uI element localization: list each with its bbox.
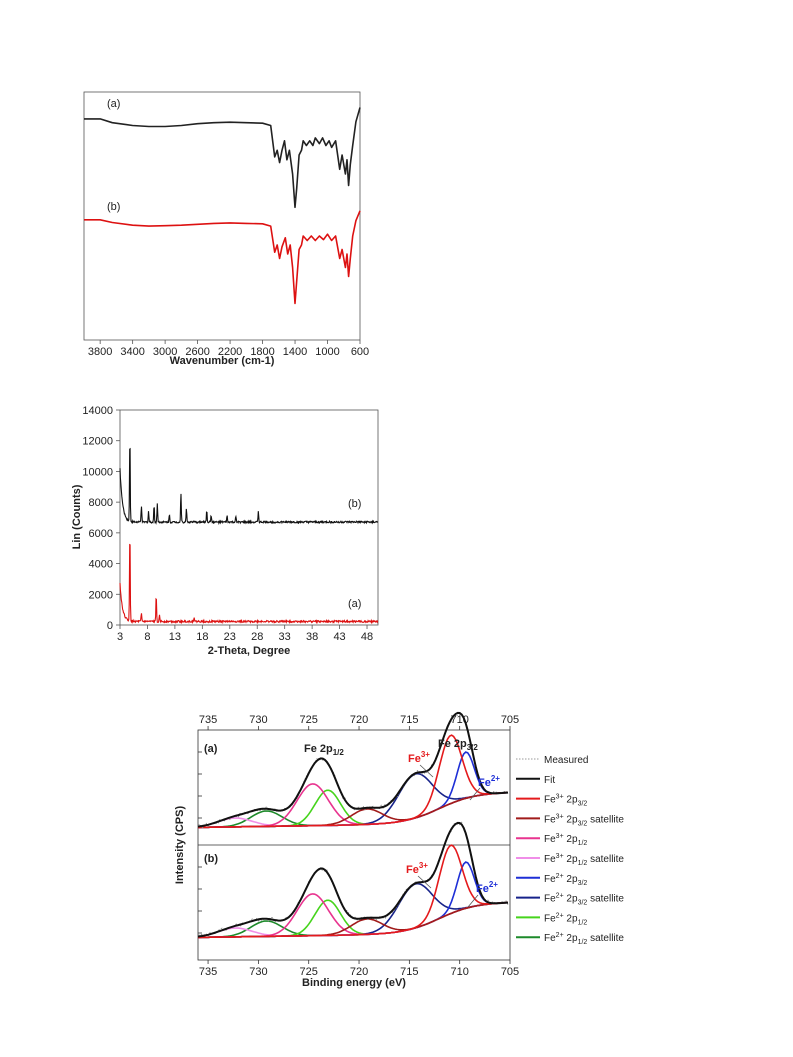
xps-x-tick-label: 715 <box>400 966 418 978</box>
xps-y-axis-label: Intensity (CPS) <box>174 806 186 885</box>
xrd-series-line <box>119 447 379 526</box>
xrd-x-tick-label: 13 <box>169 631 181 643</box>
xps-x-tick-label: 735 <box>199 966 217 978</box>
xps-annotation-fe2-b: Fe2+ <box>476 880 498 895</box>
ftir-x-tick-label: 1000 <box>315 346 339 358</box>
xrd-series-line <box>119 543 379 625</box>
xrd-x-tick-label: 8 <box>144 631 150 643</box>
xrd-x-tick-label: 33 <box>279 631 291 643</box>
xrd-y-tick-label: 2000 <box>89 589 113 601</box>
xps-arrow-fe3-b <box>417 875 432 889</box>
ftir-x-tick-label: 3400 <box>120 346 144 358</box>
xrd-label-a: (a) <box>348 598 361 610</box>
xps-top-tick-label: 705 <box>501 714 519 726</box>
ftir-series-line <box>84 210 361 305</box>
xps-panel-b-label: (b) <box>204 853 218 865</box>
xps-lines <box>197 711 509 939</box>
xrd-y-tick-label: 4000 <box>89 559 113 571</box>
legend-entry-label: Fe3+ 2p3/2 <box>544 794 587 808</box>
ftir-frame <box>83 91 361 341</box>
legend-entry-label: Fe2+ 2p1/2 satellite <box>544 932 624 946</box>
xps-ticks: 7357357307307257257207207157157107107057… <box>198 714 519 978</box>
xps-annotation-fe3-a: Fe3+ <box>408 750 430 765</box>
xps-fit-line <box>197 821 509 938</box>
xrd-lines <box>119 447 379 625</box>
xrd-label-b: (b) <box>348 498 361 510</box>
xps-top-tick-label: 720 <box>350 714 368 726</box>
xrd-frame <box>119 409 379 626</box>
xrd-x-axis-label: 2-Theta, Degree <box>208 645 291 657</box>
legend-entry-label: Fe3+ 2p1/2 satellite <box>544 853 624 867</box>
xps-top-tick-label: 730 <box>249 714 267 726</box>
xps-arrow-fe2-b <box>467 894 479 908</box>
ftir-x-ticks: 3800 3400 3000 2600 2200 1800 1400 1000 600 <box>88 340 369 358</box>
ftir-label-a: (a) <box>107 98 120 110</box>
xps-annotation-fe2p32: Fe 2p3/2 <box>438 738 478 752</box>
ftir-series-line <box>84 107 361 209</box>
legend-entry-label: Fe3+ 2p3/2 satellite <box>544 813 624 827</box>
xps-chart: 7357357307307257257207207157157107107057… <box>174 711 624 989</box>
ftir-lines <box>84 107 361 305</box>
ftir-x-tick-label: 3000 <box>153 346 177 358</box>
xrd-x-tick-label: 48 <box>361 631 373 643</box>
xrd-y-tick-label: 0 <box>107 620 113 632</box>
legend-entry-label: Fit <box>544 775 555 786</box>
xrd-x-tick-label: 3 <box>117 631 123 643</box>
xrd-y-tick-label: 6000 <box>89 528 113 540</box>
xps-x-tick-label: 725 <box>300 966 318 978</box>
xrd-ticks: 3 8 13 18 23 28 33 38 43 480200040006000800010000… <box>82 405 373 643</box>
xrd-y-tick-label: 10000 <box>82 466 113 478</box>
ftir-x-tick-label: 1400 <box>283 346 307 358</box>
xrd-y-axis-label: Lin (Counts) <box>71 484 83 549</box>
xrd-x-tick-label: 38 <box>306 631 318 643</box>
xrd-x-tick-label: 18 <box>196 631 208 643</box>
xps-x-tick-label: 705 <box>501 966 519 978</box>
legend-entry-label: Fe2+ 2p3/2 <box>544 873 587 887</box>
xrd-y-tick-label: 8000 <box>89 497 113 509</box>
xps-fit-line <box>197 711 509 828</box>
legend-entry-label: Fe2+ 2p3/2 satellite <box>544 893 624 907</box>
xps-arrow-fe3-a <box>419 764 434 778</box>
xps-arrow-fe2-a <box>469 787 481 801</box>
xps-annotation-fe3-b: Fe3+ <box>406 861 428 876</box>
ftir-x-tick-label: 2600 <box>185 346 209 358</box>
legend-entry-label: Fe2+ 2p1/2 <box>544 912 587 926</box>
ftir-x-tick-label: 2200 <box>218 346 242 358</box>
xps-panel-a-label: (a) <box>204 743 218 755</box>
ftir-chart: 3800 3400 3000 2600 2200 1800 1400 1000 600 (a) … <box>83 91 369 367</box>
xps-top-tick-label: 735 <box>199 714 217 726</box>
xrd-chart: 3 8 13 18 23 28 33 38 43 480200040006000800010000… <box>71 405 379 657</box>
xrd-x-tick-label: 23 <box>224 631 236 643</box>
legend-entry-label: Measured <box>544 755 588 766</box>
xrd-x-tick-label: 28 <box>251 631 263 643</box>
xps-measured-line <box>197 821 509 937</box>
xps-measured-line <box>197 713 509 829</box>
ftir-x-tick-label: 1800 <box>250 346 274 358</box>
ftir-label-b: (b) <box>107 201 120 213</box>
xps-component-line <box>198 734 509 829</box>
ftir-x-tick-label: 3800 <box>88 346 112 358</box>
xps-top-tick-label: 725 <box>300 714 318 726</box>
legend-entry-label: Fe3+ 2p1/2 <box>544 833 587 847</box>
xrd-y-tick-label: 12000 <box>82 436 113 448</box>
xps-x-tick-label: 730 <box>249 966 267 978</box>
xrd-x-tick-label: 43 <box>333 631 345 643</box>
xps-component-line <box>198 751 509 829</box>
xps-annotation-fe2-a: Fe2+ <box>478 774 500 789</box>
xps-legend: Measured Fit Fe3+ 2p3/2 Fe3+ 2p3/2 satellit… <box>516 755 624 946</box>
xps-x-axis-label: Binding energy (eV) <box>302 977 406 989</box>
ftir-x-axis-label: Wavenumber (cm-1) <box>170 355 275 367</box>
xps-component-line <box>198 844 509 939</box>
xrd-y-tick-label: 14000 <box>82 405 113 417</box>
xps-x-tick-label: 720 <box>350 966 368 978</box>
xps-top-tick-label: 715 <box>400 714 418 726</box>
xps-annotation-fe2p12: Fe 2p1/2 <box>304 743 344 757</box>
xps-x-tick-label: 710 <box>450 966 468 978</box>
ftir-x-tick-label: 600 <box>351 346 369 358</box>
xps-component-line <box>198 861 509 939</box>
